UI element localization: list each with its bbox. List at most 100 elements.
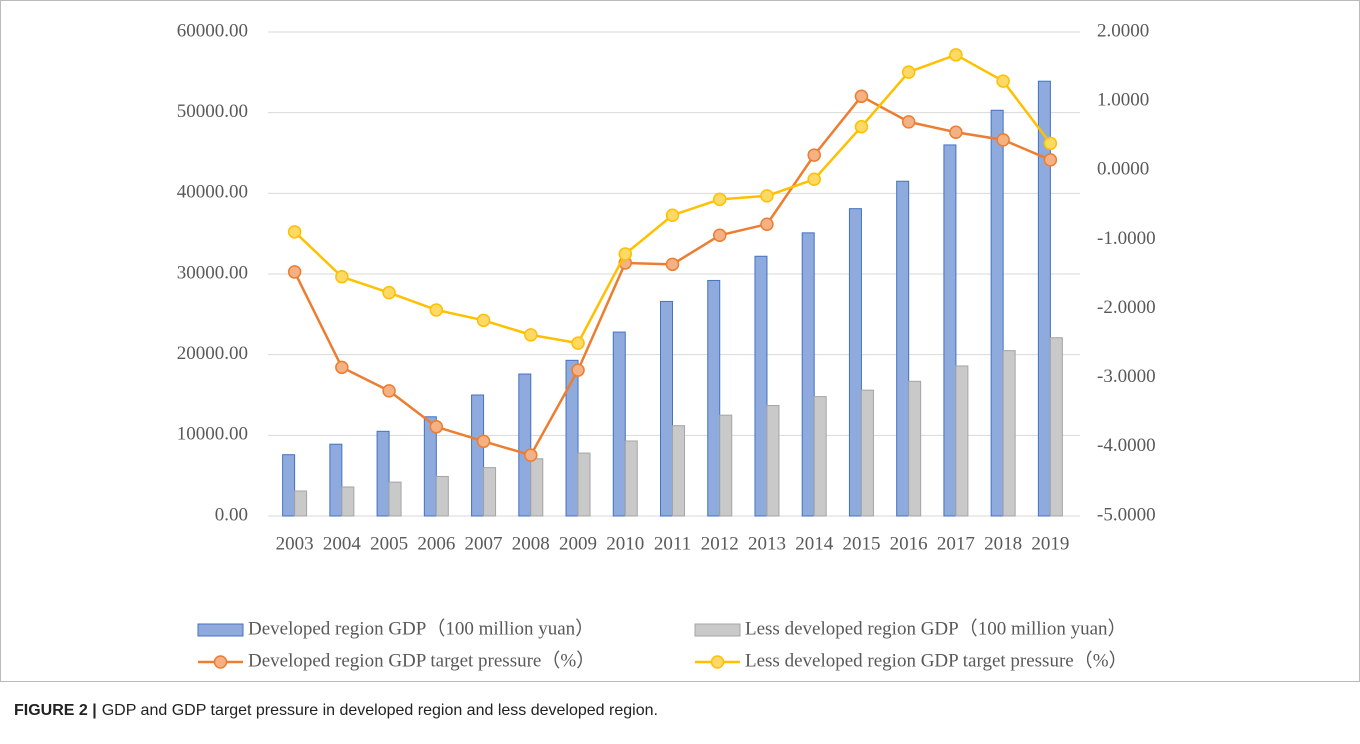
x-tick-label: 2003: [276, 533, 314, 554]
bar: [423, 416, 437, 517]
x-tick-label: 2016: [890, 533, 928, 554]
legend-swatch: [694, 623, 741, 637]
marker: [712, 228, 727, 243]
bar: [672, 425, 685, 517]
marker: [949, 125, 963, 140]
marker: [571, 363, 585, 377]
marker: [760, 217, 774, 231]
marker: [335, 360, 349, 375]
bar: [435, 475, 449, 517]
x-tick-label: 2014: [795, 533, 834, 554]
bar: [624, 440, 638, 517]
bar: [471, 394, 485, 517]
y-tick-label: 10000.00: [177, 424, 248, 445]
bar: [908, 380, 922, 517]
x-tick-label: 2018: [984, 533, 1022, 554]
caption-label: FIGURE 2 |: [14, 702, 97, 719]
marker: [1043, 153, 1058, 167]
marker: [382, 285, 396, 300]
marker: [712, 192, 727, 207]
marker: [476, 434, 491, 449]
bar: [848, 208, 862, 517]
x-tick-label: 2007: [465, 533, 503, 554]
bar: [483, 467, 497, 517]
y2-tick-label: -5.0000: [1097, 504, 1156, 525]
bar: [577, 452, 591, 517]
marker: [524, 448, 538, 462]
x-tick-label: 2010: [606, 533, 644, 554]
legend-label: Developed region GDP target pressure（%）: [248, 649, 595, 671]
marker: [665, 257, 680, 272]
caption-text: GDP and GDP target pressure in developed…: [102, 702, 658, 719]
y2-tick-label: -2.0000: [1097, 297, 1156, 318]
marker: [901, 115, 916, 129]
y2-tick-label: 2.0000: [1097, 20, 1149, 41]
marker: [807, 148, 821, 162]
marker: [665, 208, 680, 222]
bar: [813, 396, 827, 517]
bar: [943, 144, 957, 517]
bar: [860, 389, 874, 517]
marker: [429, 420, 444, 434]
bar: [660, 300, 673, 517]
line: [293, 53, 1052, 345]
bar: [896, 180, 910, 517]
bar: [707, 279, 721, 517]
y-tick-label: 0.00: [215, 504, 248, 525]
x-tick-label: 2017: [937, 533, 975, 554]
marker: [807, 172, 821, 187]
x-tick-label: 2019: [1031, 533, 1069, 554]
x-tick-label: 2013: [748, 533, 786, 554]
bar: [329, 443, 343, 517]
legend-label: Less developed region GDP（100 million yu…: [745, 617, 1127, 639]
x-tick-label: 2005: [370, 533, 408, 554]
y-tick-label: 50000.00: [177, 101, 248, 122]
marker: [949, 48, 963, 62]
bar: [376, 430, 390, 517]
marker: [901, 65, 916, 79]
y-tick-label: 60000.00: [177, 20, 248, 41]
marker: [854, 119, 869, 134]
y2-tick-label: -1.0000: [1097, 228, 1156, 249]
marker: [382, 384, 396, 398]
x-tick-label: 2004: [323, 533, 362, 554]
marker: [476, 313, 491, 328]
bar: [1002, 350, 1016, 517]
marker: [760, 189, 774, 203]
bar: [388, 481, 402, 517]
y2-tick-label: -3.0000: [1097, 366, 1156, 387]
x-tick-label: 2015: [842, 533, 880, 554]
caption: FIGURE 2 | GDP and GDP target pressure in…: [14, 702, 658, 719]
bar: [341, 486, 355, 517]
y2-tick-label: -4.0000: [1097, 435, 1156, 456]
marker: [335, 270, 349, 284]
x-tick-label: 2008: [512, 533, 550, 554]
bar: [530, 458, 544, 517]
bar: [612, 331, 626, 517]
bar: [1037, 80, 1051, 517]
x-tick-label: 2012: [701, 533, 739, 554]
bar: [282, 454, 296, 517]
marker: [287, 225, 302, 239]
marker: [524, 328, 538, 342]
y-tick-label: 20000.00: [177, 343, 248, 364]
x-tick-label: 2009: [559, 533, 597, 554]
legend-label: Less developed region GDP target pressur…: [745, 649, 1128, 671]
marker: [1043, 136, 1058, 151]
marker: [287, 265, 302, 279]
marker: [854, 89, 869, 104]
marker: [618, 247, 633, 261]
legend-label: Developed region GDP（100 million yuan）: [248, 617, 594, 639]
y2-tick-label: 0.0000: [1097, 159, 1149, 180]
bar: [565, 359, 579, 517]
bar: [766, 404, 780, 517]
legend-swatch: [197, 623, 244, 637]
bar: [294, 490, 308, 517]
bar: [754, 255, 768, 517]
bar: [719, 414, 733, 517]
bar: [1049, 337, 1063, 517]
bar: [518, 373, 532, 517]
y2-tick-label: 1.0000: [1097, 90, 1149, 111]
x-tick-label: 2006: [417, 533, 455, 554]
